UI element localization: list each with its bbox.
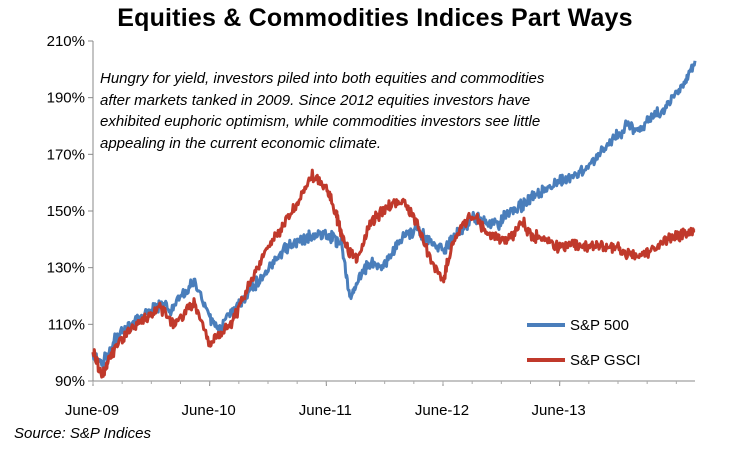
y-tick-label: 90% bbox=[55, 373, 85, 390]
x-tick-label: June-09 bbox=[65, 402, 119, 419]
y-tick-label: 170% bbox=[47, 146, 85, 163]
series-line-s-p-gsci bbox=[91, 168, 696, 379]
y-tick-label: 130% bbox=[47, 260, 85, 277]
x-tick-label: June-10 bbox=[182, 402, 236, 419]
x-tick-label: June-11 bbox=[299, 402, 352, 419]
x-axis: June-09 June-10 June-11 June-12 June-13 bbox=[65, 381, 677, 419]
series-line-s-p-500 bbox=[91, 60, 697, 369]
y-tick-label: 210% bbox=[47, 33, 85, 50]
source-note: Source: S&P Indices bbox=[14, 425, 152, 442]
legend-label: S&P GSCI bbox=[570, 352, 641, 369]
x-tick-label: June-13 bbox=[532, 402, 586, 419]
series-group bbox=[91, 60, 697, 379]
legend-label: S&P 500 bbox=[570, 317, 629, 334]
legend: S&P 500 S&P GSCI bbox=[527, 317, 641, 369]
y-tick-label: 110% bbox=[48, 316, 85, 333]
chart-title: Equities & Commodities Indices Part Ways bbox=[117, 4, 633, 32]
chart-annotation: Hungry for yield, investors piled into b… bbox=[100, 70, 545, 152]
x-tick-label: June-12 bbox=[415, 402, 469, 419]
y-axis: 90% 110% 130% 150% 170% 190% 210% bbox=[47, 33, 93, 390]
y-tick-label: 150% bbox=[47, 203, 85, 220]
y-tick-label: 190% bbox=[47, 90, 85, 107]
